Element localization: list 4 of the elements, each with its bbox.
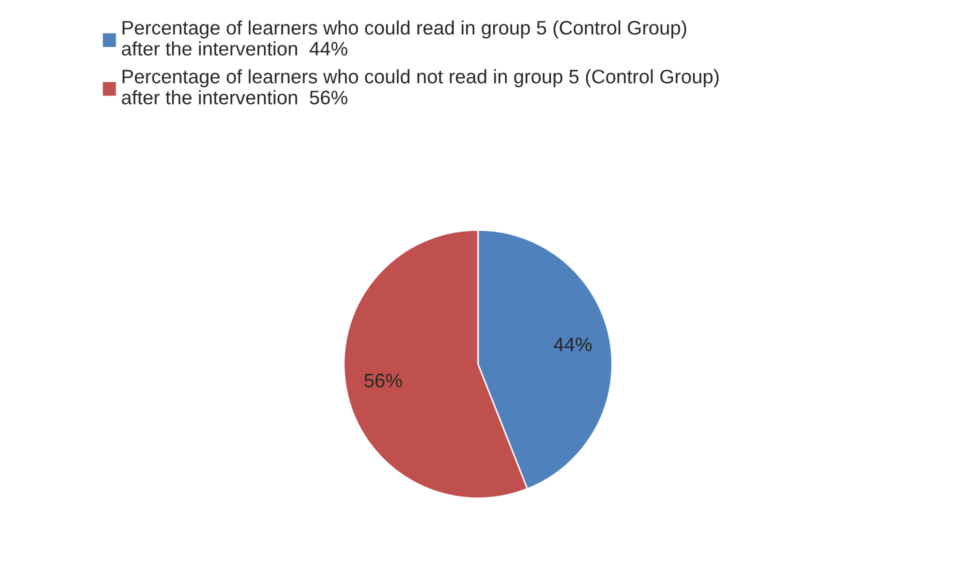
legend-label: Percentage of learners who could not read in group 5 (Control Group) after the intervention 56% xyxy=(122,69,719,104)
legend-label: Percentage of learners who could read in group 5 (Control Group) after the intervention 44% xyxy=(122,20,686,56)
data-label: 56% xyxy=(364,374,402,388)
data-label: 44% xyxy=(554,338,592,352)
